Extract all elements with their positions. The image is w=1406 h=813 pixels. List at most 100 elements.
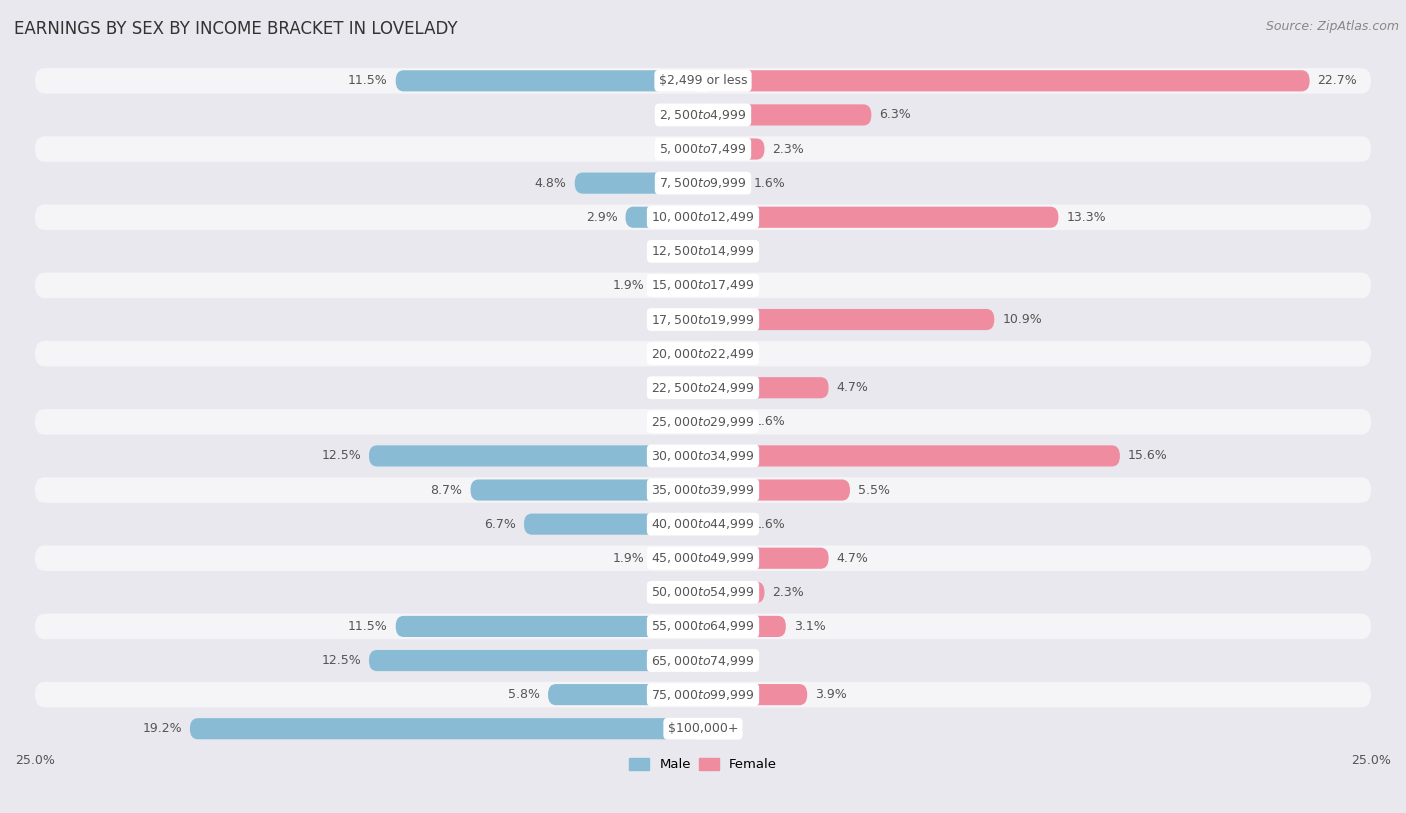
Text: $10,000 to $12,499: $10,000 to $12,499 [651, 211, 755, 224]
Text: 13.3%: 13.3% [1066, 211, 1107, 224]
Text: 6.3%: 6.3% [879, 108, 911, 121]
Text: $17,500 to $19,999: $17,500 to $19,999 [651, 312, 755, 327]
Text: $25,000 to $29,999: $25,000 to $29,999 [651, 415, 755, 428]
FancyBboxPatch shape [548, 684, 703, 705]
FancyBboxPatch shape [395, 70, 703, 91]
FancyBboxPatch shape [703, 309, 994, 330]
FancyBboxPatch shape [703, 104, 872, 125]
Text: 11.5%: 11.5% [347, 620, 388, 633]
Text: 0.0%: 0.0% [664, 142, 695, 155]
FancyBboxPatch shape [703, 616, 786, 637]
Text: 1.6%: 1.6% [754, 518, 786, 531]
Text: 0.0%: 0.0% [711, 347, 742, 360]
FancyBboxPatch shape [35, 102, 1371, 128]
Text: $50,000 to $54,999: $50,000 to $54,999 [651, 585, 755, 599]
Text: 1.6%: 1.6% [754, 176, 786, 189]
FancyBboxPatch shape [35, 580, 1371, 605]
Text: 1.9%: 1.9% [613, 279, 644, 292]
Text: 11.5%: 11.5% [347, 74, 388, 87]
Text: 3.1%: 3.1% [794, 620, 825, 633]
Text: 4.7%: 4.7% [837, 381, 869, 394]
Text: 1.9%: 1.9% [613, 552, 644, 565]
FancyBboxPatch shape [35, 272, 1371, 298]
Text: 0.0%: 0.0% [664, 108, 695, 121]
Text: 4.8%: 4.8% [534, 176, 567, 189]
Text: $15,000 to $17,499: $15,000 to $17,499 [651, 278, 755, 293]
FancyBboxPatch shape [575, 172, 703, 193]
Text: 0.0%: 0.0% [711, 279, 742, 292]
FancyBboxPatch shape [35, 716, 1371, 741]
FancyBboxPatch shape [35, 443, 1371, 469]
FancyBboxPatch shape [190, 718, 703, 739]
Text: 10.9%: 10.9% [1002, 313, 1042, 326]
Text: Source: ZipAtlas.com: Source: ZipAtlas.com [1265, 20, 1399, 33]
Text: 5.8%: 5.8% [508, 688, 540, 701]
FancyBboxPatch shape [703, 411, 745, 433]
Text: 0.0%: 0.0% [664, 313, 695, 326]
Text: 1.6%: 1.6% [754, 415, 786, 428]
FancyBboxPatch shape [35, 375, 1371, 401]
Text: 0.0%: 0.0% [711, 245, 742, 258]
Text: $30,000 to $34,999: $30,000 to $34,999 [651, 449, 755, 463]
FancyBboxPatch shape [35, 341, 1371, 367]
FancyBboxPatch shape [703, 582, 765, 603]
FancyBboxPatch shape [35, 682, 1371, 707]
Text: 19.2%: 19.2% [142, 722, 181, 735]
Text: 5.5%: 5.5% [858, 484, 890, 497]
FancyBboxPatch shape [703, 446, 1119, 467]
FancyBboxPatch shape [703, 207, 1059, 228]
Text: 0.0%: 0.0% [664, 347, 695, 360]
FancyBboxPatch shape [652, 548, 703, 569]
Text: $2,500 to $4,999: $2,500 to $4,999 [659, 108, 747, 122]
Text: 4.7%: 4.7% [837, 552, 869, 565]
Text: $40,000 to $44,999: $40,000 to $44,999 [651, 517, 755, 531]
FancyBboxPatch shape [703, 138, 765, 159]
FancyBboxPatch shape [703, 172, 745, 193]
Text: 8.7%: 8.7% [430, 484, 463, 497]
FancyBboxPatch shape [35, 204, 1371, 230]
FancyBboxPatch shape [524, 514, 703, 535]
Text: $75,000 to $99,999: $75,000 to $99,999 [651, 688, 755, 702]
Text: 2.3%: 2.3% [772, 586, 804, 599]
Legend: Male, Female: Male, Female [624, 753, 782, 776]
FancyBboxPatch shape [35, 546, 1371, 571]
FancyBboxPatch shape [35, 477, 1371, 502]
FancyBboxPatch shape [395, 616, 703, 637]
FancyBboxPatch shape [368, 650, 703, 671]
FancyBboxPatch shape [35, 511, 1371, 537]
Text: $2,499 or less: $2,499 or less [659, 74, 747, 87]
Text: 0.0%: 0.0% [711, 654, 742, 667]
Text: 3.9%: 3.9% [815, 688, 846, 701]
FancyBboxPatch shape [703, 548, 828, 569]
FancyBboxPatch shape [35, 68, 1371, 93]
Text: 0.0%: 0.0% [664, 586, 695, 599]
Text: 12.5%: 12.5% [321, 654, 361, 667]
Text: 0.0%: 0.0% [664, 381, 695, 394]
FancyBboxPatch shape [703, 684, 807, 705]
FancyBboxPatch shape [471, 480, 703, 501]
FancyBboxPatch shape [368, 446, 703, 467]
Text: 15.6%: 15.6% [1128, 450, 1167, 463]
FancyBboxPatch shape [35, 238, 1371, 264]
FancyBboxPatch shape [35, 614, 1371, 639]
Text: $7,500 to $9,999: $7,500 to $9,999 [659, 176, 747, 190]
Text: $22,500 to $24,999: $22,500 to $24,999 [651, 380, 755, 395]
Text: $45,000 to $49,999: $45,000 to $49,999 [651, 551, 755, 565]
FancyBboxPatch shape [35, 648, 1371, 673]
FancyBboxPatch shape [703, 377, 828, 398]
FancyBboxPatch shape [703, 514, 745, 535]
FancyBboxPatch shape [703, 480, 851, 501]
Text: 6.7%: 6.7% [484, 518, 516, 531]
Text: 2.3%: 2.3% [772, 142, 804, 155]
Text: 2.9%: 2.9% [586, 211, 617, 224]
Text: $35,000 to $39,999: $35,000 to $39,999 [651, 483, 755, 497]
FancyBboxPatch shape [703, 70, 1309, 91]
FancyBboxPatch shape [35, 307, 1371, 333]
Text: 0.0%: 0.0% [664, 245, 695, 258]
Text: $65,000 to $74,999: $65,000 to $74,999 [651, 654, 755, 667]
Text: $20,000 to $22,499: $20,000 to $22,499 [651, 346, 755, 361]
Text: $5,000 to $7,499: $5,000 to $7,499 [659, 142, 747, 156]
FancyBboxPatch shape [35, 409, 1371, 435]
FancyBboxPatch shape [35, 137, 1371, 162]
Text: 22.7%: 22.7% [1317, 74, 1357, 87]
